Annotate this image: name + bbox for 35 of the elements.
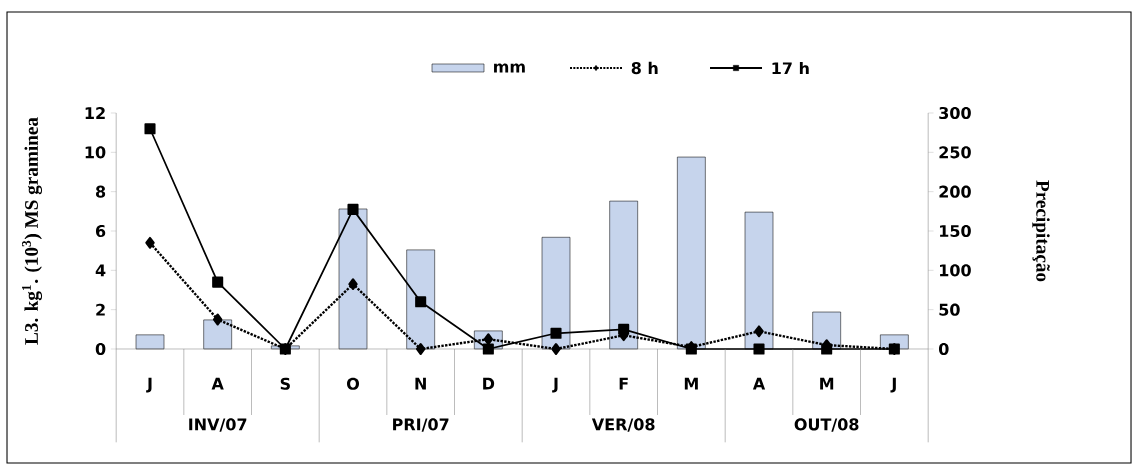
x-tick-label: O: [347, 377, 360, 390]
legend-label: mm: [494, 63, 525, 73]
text: PRI/07: [393, 418, 449, 432]
y-tick-label: 2: [96, 303, 105, 316]
x-tick-label: J: [890, 377, 896, 393]
y-axis-title: L3. kg$^{1}$. (10$^{3}$) MS graminea: [22, 117, 43, 345]
text: VER/08: [591, 418, 655, 432]
y2-tick-label: 0: [939, 342, 949, 356]
x-tick-label: J: [146, 377, 152, 393]
x-tick-label: M: [820, 377, 834, 390]
legend-label: 8 h: [631, 61, 658, 75]
x-tick-label: D: [483, 377, 495, 390]
text: INV/07: [189, 418, 247, 432]
x-tick-label: F: [619, 377, 628, 390]
x-tick-label: S: [280, 377, 290, 390]
y2-tick-label: 150: [940, 224, 971, 238]
y2-axis-title: Precipitação: [1032, 180, 1050, 282]
y-tick-label: 4: [95, 264, 106, 277]
y2-tick-label: 300: [939, 106, 971, 120]
legend-label: 17 h: [772, 61, 809, 75]
x-tick-label: N: [415, 377, 426, 390]
y-tick-label: 0: [95, 342, 106, 356]
y2-tick-label: 200: [939, 185, 971, 198]
text: OUT/08: [794, 418, 859, 432]
x-tick-label: J: [552, 377, 558, 393]
x-tick-label: M: [684, 377, 698, 390]
y-tick-label: 10: [85, 146, 106, 159]
y2-tick-label: 50: [939, 303, 960, 316]
y-tick-label: 12: [85, 107, 105, 119]
y2-tick-label: 250: [939, 146, 971, 159]
x-tick-label: A: [752, 377, 766, 390]
y-tick-label: 6: [95, 224, 106, 238]
x-tick-label: A: [211, 377, 224, 390]
y-tick-label: 8: [95, 185, 106, 198]
y2-tick-label: 100: [940, 264, 971, 277]
